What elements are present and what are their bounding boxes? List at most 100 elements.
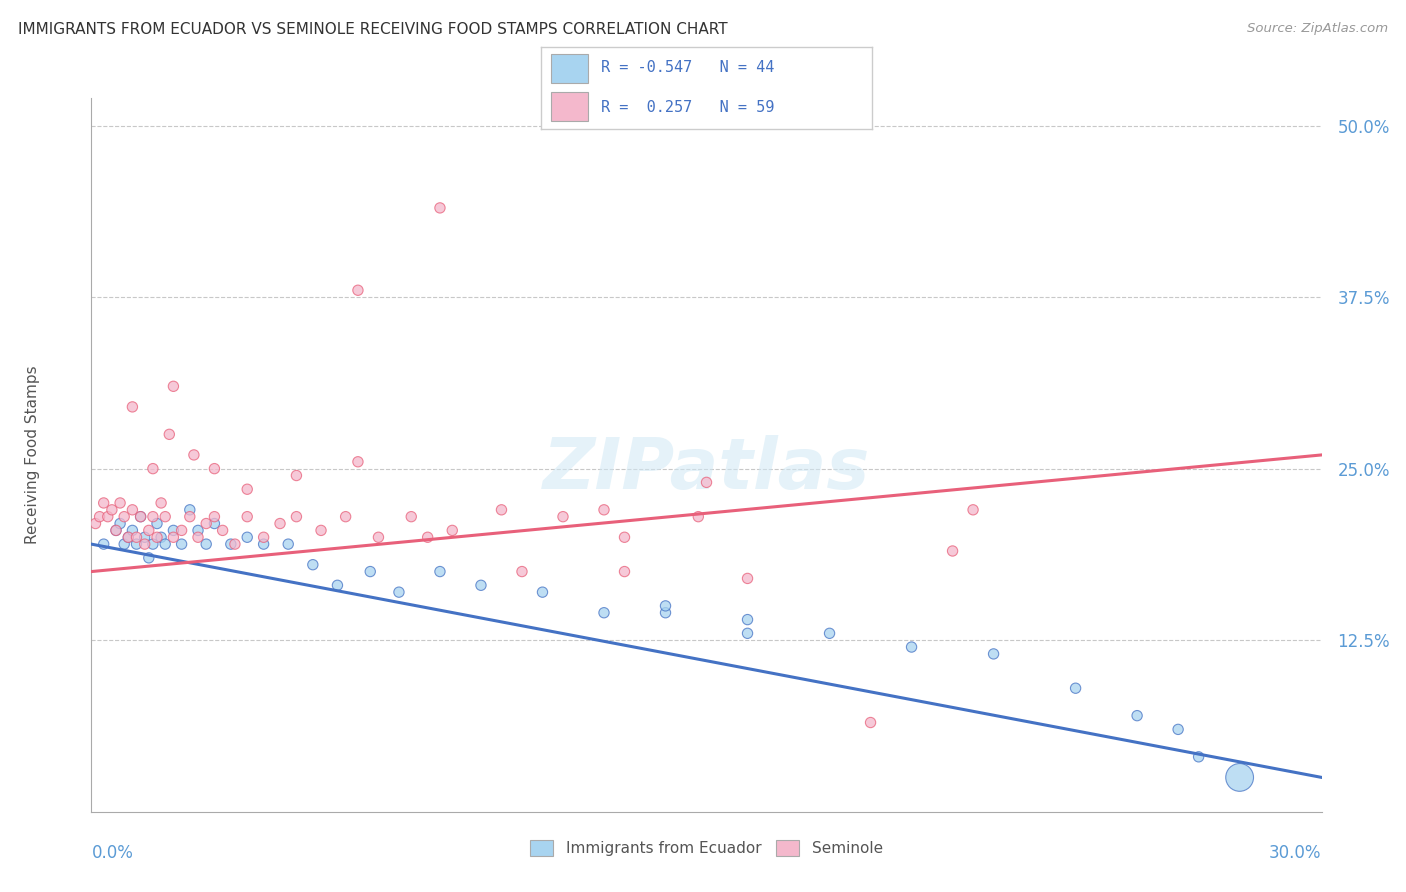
Point <box>359 565 381 579</box>
Point <box>187 524 209 538</box>
Point <box>129 509 152 524</box>
FancyBboxPatch shape <box>551 54 588 83</box>
Text: R = -0.547   N = 44: R = -0.547 N = 44 <box>600 61 775 75</box>
Point <box>117 530 139 544</box>
Point <box>121 524 143 538</box>
Point <box>150 496 173 510</box>
Point <box>112 509 135 524</box>
Point <box>326 578 349 592</box>
Point <box>695 475 717 490</box>
Point <box>531 585 554 599</box>
Point <box>236 530 259 544</box>
Point <box>129 509 152 524</box>
Point <box>470 578 492 592</box>
Point <box>388 585 411 599</box>
Point <box>983 647 1005 661</box>
Point <box>97 509 120 524</box>
Point <box>737 571 759 585</box>
Point <box>138 524 160 538</box>
Point <box>142 461 165 475</box>
Point <box>146 516 169 531</box>
Point <box>162 530 184 544</box>
Point <box>134 530 156 544</box>
Point <box>1229 771 1251 785</box>
Point <box>253 530 276 544</box>
Point <box>654 599 676 613</box>
Point <box>900 640 922 654</box>
Text: ZIPatlas: ZIPatlas <box>543 434 870 504</box>
Point <box>429 201 451 215</box>
Point <box>162 379 184 393</box>
Point <box>285 468 308 483</box>
Point <box>309 524 332 538</box>
Point <box>84 516 107 531</box>
Point <box>942 544 965 558</box>
Point <box>142 537 165 551</box>
Point <box>162 524 184 538</box>
Point <box>1167 723 1189 737</box>
Point <box>101 503 124 517</box>
Point <box>93 496 115 510</box>
Point <box>121 503 143 517</box>
Point <box>219 537 242 551</box>
Point <box>183 448 205 462</box>
Point <box>253 537 276 551</box>
Point <box>195 516 218 531</box>
FancyBboxPatch shape <box>551 93 588 121</box>
Point <box>195 537 218 551</box>
Point <box>134 537 156 551</box>
Point <box>416 530 439 544</box>
Point <box>593 606 616 620</box>
Point <box>236 509 259 524</box>
Point <box>551 509 574 524</box>
Point <box>121 400 143 414</box>
Point <box>142 509 165 524</box>
Point <box>202 516 225 531</box>
Point <box>399 509 422 524</box>
Point <box>117 530 139 544</box>
Text: 0.0%: 0.0% <box>91 844 134 862</box>
Point <box>335 509 357 524</box>
Point <box>179 503 201 517</box>
Point <box>187 530 209 544</box>
Point <box>125 537 148 551</box>
Point <box>347 455 370 469</box>
Point <box>211 524 233 538</box>
Point <box>202 509 225 524</box>
Point <box>593 503 616 517</box>
Point <box>737 626 759 640</box>
Point <box>157 427 180 442</box>
Text: IMMIGRANTS FROM ECUADOR VS SEMINOLE RECEIVING FOOD STAMPS CORRELATION CHART: IMMIGRANTS FROM ECUADOR VS SEMINOLE RECE… <box>18 22 728 37</box>
Point <box>277 537 299 551</box>
Point <box>125 530 148 544</box>
Point <box>429 565 451 579</box>
Text: 30.0%: 30.0% <box>1270 844 1322 862</box>
Point <box>1126 708 1149 723</box>
Point <box>170 524 193 538</box>
Point <box>367 530 389 544</box>
Point <box>441 524 464 538</box>
Point <box>108 516 131 531</box>
Point <box>202 461 225 475</box>
Point <box>179 509 201 524</box>
Point <box>962 503 984 517</box>
Point <box>153 509 177 524</box>
Point <box>153 537 177 551</box>
Point <box>491 503 513 517</box>
Point <box>347 283 370 297</box>
Point <box>269 516 291 531</box>
Point <box>613 565 636 579</box>
Point <box>688 509 710 524</box>
Point <box>285 509 308 524</box>
Point <box>1064 681 1087 696</box>
Point <box>170 537 193 551</box>
Point <box>236 482 259 496</box>
Point <box>859 715 882 730</box>
Point <box>818 626 841 640</box>
Legend: Immigrants from Ecuador, Seminole: Immigrants from Ecuador, Seminole <box>524 834 889 863</box>
Point <box>93 537 115 551</box>
Point <box>613 530 636 544</box>
Text: Source: ZipAtlas.com: Source: ZipAtlas.com <box>1247 22 1388 36</box>
Point <box>89 509 111 524</box>
Point <box>146 530 169 544</box>
